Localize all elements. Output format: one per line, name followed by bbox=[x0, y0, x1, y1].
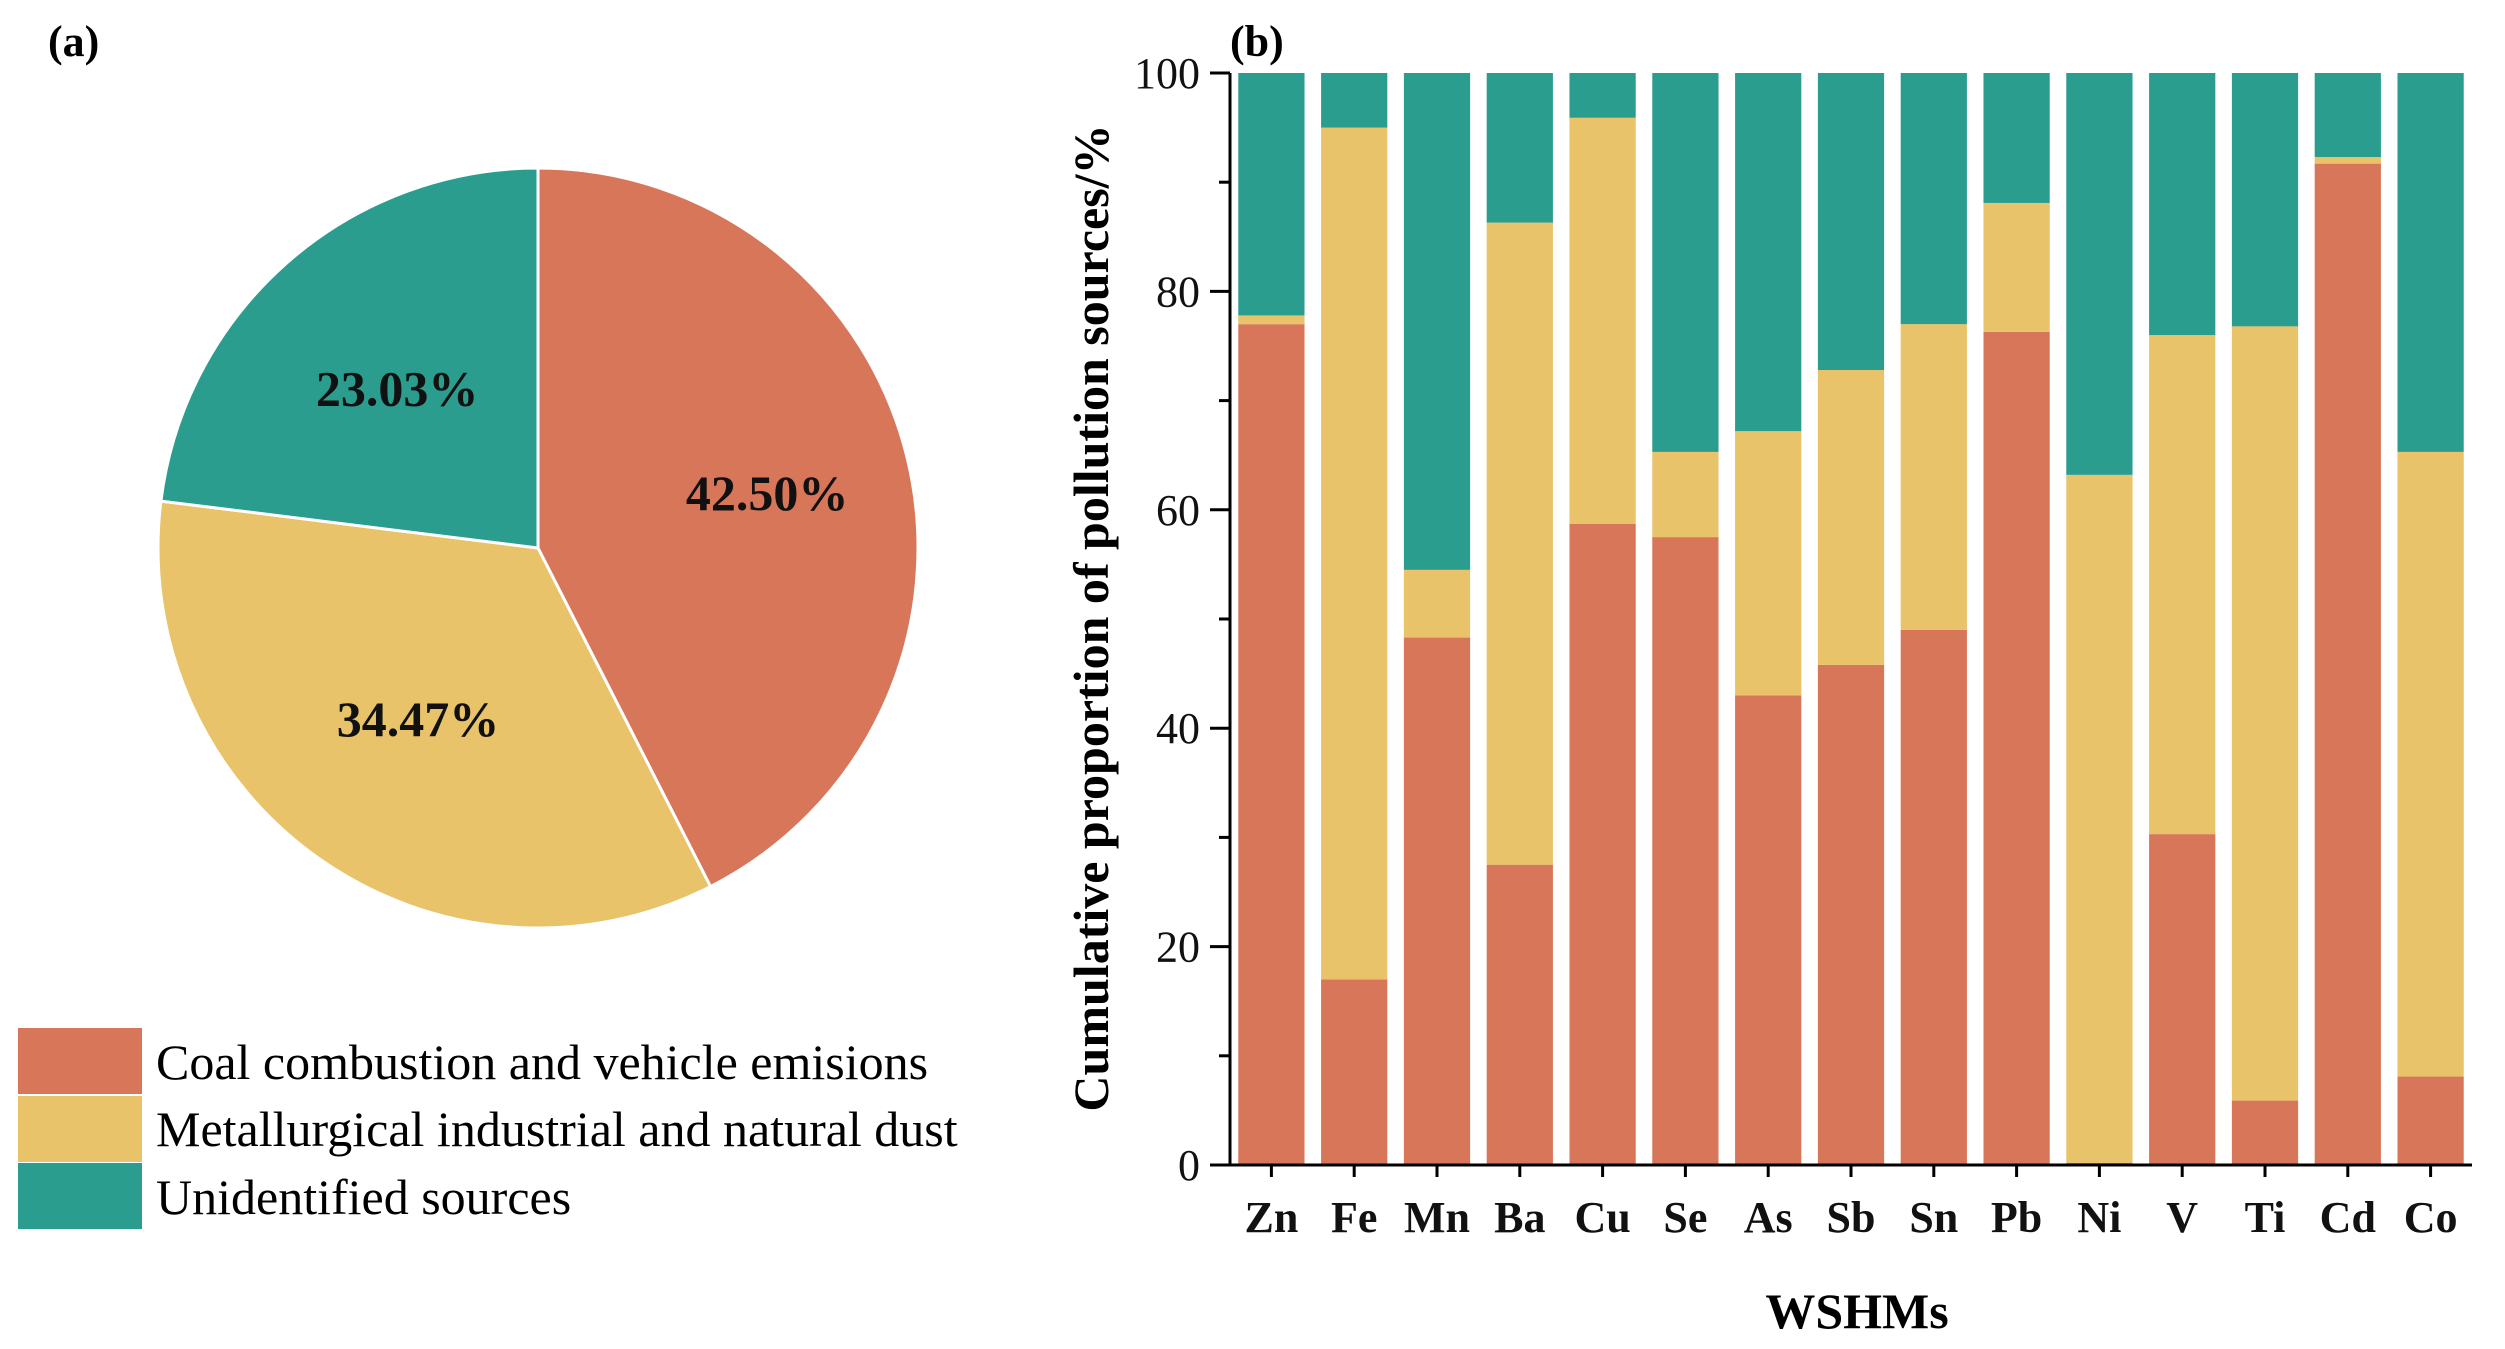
x-tick-label-zn: Zn bbox=[1244, 1193, 1298, 1242]
x-tick-label-as: As bbox=[1744, 1193, 1793, 1242]
bar-ba-unidentified-sources bbox=[1486, 73, 1553, 223]
y-tick-label-0: 0 bbox=[1178, 1141, 1200, 1190]
x-tick-label-sn: Sn bbox=[1909, 1193, 1958, 1242]
pie-chart-panel: (a) 42.50% 34.47% 23.03% bbox=[48, 17, 920, 930]
y-tick-label-20: 20 bbox=[1156, 923, 1200, 972]
bar-co-unidentified-sources bbox=[2397, 73, 2464, 452]
pie-label-unidentified-sources: 23.03% bbox=[316, 361, 479, 417]
x-tick-label-cu: Cu bbox=[1574, 1193, 1630, 1242]
x-tick-label-ni: Ni bbox=[2077, 1193, 2121, 1242]
bar-ti-coal-combustion-and-vehicle-emisions bbox=[2231, 1100, 2299, 1165]
legend-label-metallurgical: Metallurgical industrial and natural dus… bbox=[156, 1101, 958, 1157]
legend-label-unidentified: Unidentified sources bbox=[156, 1169, 571, 1225]
x-tick-label-ba: Ba bbox=[1494, 1193, 1545, 1242]
y-axis: 0 20 40 60 80 100 bbox=[1134, 49, 1232, 1190]
x-tick-label-ti: Ti bbox=[2245, 1193, 2286, 1242]
legend-swatch-unidentified bbox=[18, 1163, 142, 1229]
bar-cd-coal-combustion-and-vehicle-emisions bbox=[2314, 163, 2381, 1166]
bar-pb-coal-combustion-and-vehicle-emisions bbox=[1983, 331, 2050, 1166]
bar-zn-metallurgical-industrial-and-natural-dust bbox=[1238, 315, 1305, 325]
bar-cu-unidentified-sources bbox=[1569, 73, 1636, 118]
bar-pb-metallurgical-industrial-and-natural-dust bbox=[1983, 202, 2050, 332]
bar-as-coal-combustion-and-vehicle-emisions bbox=[1735, 695, 1802, 1165]
x-tick-label-cd: Cd bbox=[2320, 1193, 2376, 1242]
bar-sb-coal-combustion-and-vehicle-emisions bbox=[1817, 664, 1885, 1165]
y-tick-label-80: 80 bbox=[1156, 267, 1200, 316]
bar-v-coal-combustion-and-vehicle-emisions bbox=[2149, 834, 2216, 1165]
y-axis-title: Cumulative proportion of pollution sourc… bbox=[1063, 124, 1119, 1111]
legend-label-coal: Coal combustion and vehicle emisions bbox=[156, 1034, 928, 1090]
bar-sn-coal-combustion-and-vehicle-emisions bbox=[1900, 629, 1967, 1165]
x-tick-label-v: V bbox=[2166, 1193, 2198, 1242]
bar-se-unidentified-sources bbox=[1652, 73, 1719, 452]
bar-co-metallurgical-industrial-and-natural-dust bbox=[2397, 451, 2464, 1077]
bar-cu-coal-combustion-and-vehicle-emisions bbox=[1569, 523, 1636, 1165]
bar-fe-coal-combustion-and-vehicle-emisions bbox=[1321, 979, 1388, 1165]
bar-zn-unidentified-sources bbox=[1238, 73, 1305, 316]
bar-ni-metallurgical-industrial-and-natural-dust bbox=[2066, 474, 2133, 1163]
bar-ba-coal-combustion-and-vehicle-emisions bbox=[1486, 864, 1553, 1165]
panel-label-a: (a) bbox=[48, 17, 99, 66]
bars bbox=[1238, 73, 2464, 1166]
x-tick-label-fe: Fe bbox=[1331, 1193, 1377, 1242]
legend-swatch-coal bbox=[18, 1028, 142, 1094]
x-tick-label-co: Co bbox=[2404, 1193, 2458, 1242]
x-tick-label-mn: Mn bbox=[1404, 1193, 1470, 1242]
x-axis: Zn Fe Mn Ba Cu Se As Sb Sn Pb Ni V Ti Cd Co bbox=[1230, 1163, 2472, 1242]
bar-pb-unidentified-sources bbox=[1983, 73, 2050, 203]
bar-as-metallurgical-industrial-and-natural-dust bbox=[1735, 431, 1802, 696]
bar-mn-metallurgical-industrial-and-natural-dust bbox=[1403, 569, 1471, 638]
y-tick-label-40: 40 bbox=[1156, 704, 1200, 753]
panel-label-b: (b) bbox=[1230, 17, 1284, 66]
bar-as-unidentified-sources bbox=[1735, 73, 1802, 432]
bar-sn-metallurgical-industrial-and-natural-dust bbox=[1900, 324, 1967, 630]
bar-sn-unidentified-sources bbox=[1900, 73, 1967, 325]
bar-mn-coal-combustion-and-vehicle-emisions bbox=[1403, 637, 1471, 1165]
bar-fe-unidentified-sources bbox=[1321, 73, 1388, 128]
bar-ti-unidentified-sources bbox=[2231, 73, 2299, 327]
bar-zn-coal-combustion-and-vehicle-emisions bbox=[1238, 324, 1305, 1165]
bar-ti-metallurgical-industrial-and-natural-dust bbox=[2231, 326, 2299, 1101]
pie-slices bbox=[156, 166, 920, 930]
bar-ni-unidentified-sources bbox=[2066, 73, 2133, 475]
legend-swatch-metallurgical bbox=[18, 1096, 142, 1162]
bar-mn-unidentified-sources bbox=[1403, 73, 1471, 570]
legend-item-unidentified: Unidentified sources bbox=[18, 1163, 571, 1229]
y-tick-label-100: 100 bbox=[1134, 49, 1200, 98]
bar-sb-metallurgical-industrial-and-natural-dust bbox=[1817, 370, 1885, 665]
pie-label-metallurgical-industrial-and-natural-dust: 34.47% bbox=[337, 691, 500, 747]
x-tick-label-se: Se bbox=[1663, 1193, 1707, 1242]
bar-fe-metallurgical-industrial-and-natural-dust bbox=[1321, 127, 1388, 980]
pie-labels: 42.50% 34.47% 23.03% bbox=[316, 361, 848, 748]
bar-se-metallurgical-industrial-and-natural-dust bbox=[1652, 451, 1719, 538]
legend-item-coal: Coal combustion and vehicle emisions bbox=[18, 1028, 928, 1094]
bar-v-unidentified-sources bbox=[2149, 73, 2216, 336]
legend-item-metallurgical: Metallurgical industrial and natural dus… bbox=[18, 1096, 958, 1162]
bar-cd-metallurgical-industrial-and-natural-dust bbox=[2314, 157, 2381, 164]
pie-label-coal-combustion-and-vehicle-emisions: 42.50% bbox=[686, 465, 849, 521]
pie-slice-metallurgical-industrial-and-natural-dust bbox=[156, 499, 713, 930]
bar-co-coal-combustion-and-vehicle-emisions bbox=[2397, 1076, 2464, 1165]
y-tick-label-60: 60 bbox=[1156, 486, 1200, 535]
x-tick-label-pb: Pb bbox=[1991, 1193, 2042, 1242]
x-tick-label-sb: Sb bbox=[1827, 1193, 1876, 1242]
stacked-bar-chart-panel: (b) 0 20 40 60 80 100 Zn Fe Mn Ba Cu Se As Sb Sn Pb Ni V… bbox=[1063, 17, 2472, 1339]
bar-cu-metallurgical-industrial-and-natural-dust bbox=[1569, 117, 1636, 524]
x-axis-title: WSHMs bbox=[1765, 1283, 1948, 1339]
bar-sb-unidentified-sources bbox=[1817, 73, 1885, 371]
bar-se-coal-combustion-and-vehicle-emisions bbox=[1652, 537, 1719, 1165]
pie-slice-unidentified-sources bbox=[159, 166, 540, 550]
bar-ba-metallurgical-industrial-and-natural-dust bbox=[1486, 222, 1553, 865]
bar-v-metallurgical-industrial-and-natural-dust bbox=[2149, 335, 2216, 835]
bar-cd-unidentified-sources bbox=[2314, 73, 2381, 158]
legend: Coal combustion and vehicle emisions Met… bbox=[18, 1028, 958, 1229]
pie-slice-coal-combustion-and-vehicle-emisions bbox=[536, 166, 920, 889]
